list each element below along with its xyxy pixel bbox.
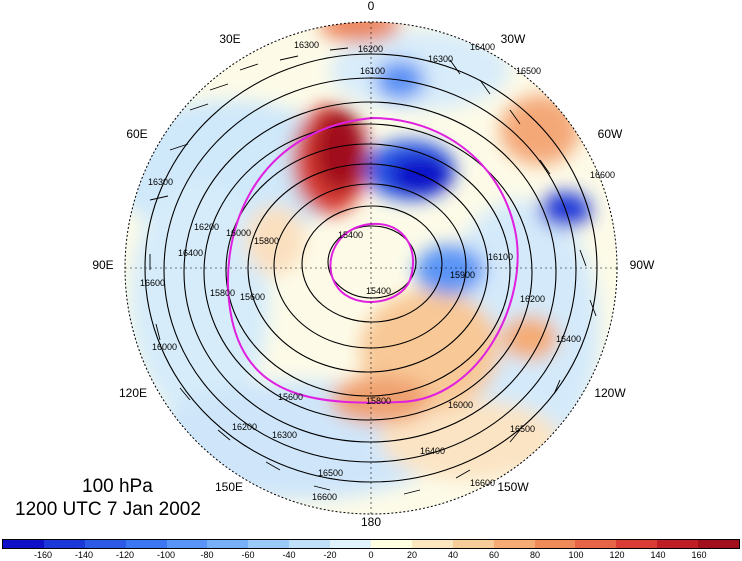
contour-label: 16500 [510, 424, 535, 434]
contour-label: 15400 [366, 286, 391, 296]
lon-label-0: 0 [368, 0, 375, 13]
contour-label: 15800 [210, 288, 235, 298]
contour-label: 16100 [360, 66, 385, 76]
colorbar-tick-label: -20 [323, 550, 337, 560]
lon-label-30e: 30E [219, 32, 240, 46]
anomaly-shading [125, 22, 617, 514]
pressure-level-title: 100 hPa [82, 476, 153, 497]
tropopause-contour [226, 116, 519, 404]
contour-label: 16600 [590, 170, 615, 180]
colorbar-swatch [207, 540, 249, 548]
colorbar-tick-label: 100 [568, 550, 584, 560]
colorbar-tick-label: -80 [200, 550, 214, 560]
colorbar-swatch [411, 540, 453, 548]
colorbar-swatch [43, 540, 85, 548]
colorbar-swatch [125, 540, 167, 548]
contour-label: 16600 [312, 492, 337, 502]
colorbar-tick-label: -160 [33, 550, 53, 560]
contour-label: 16000 [152, 342, 177, 352]
contour-label: 15600 [240, 292, 265, 302]
contour-label: 16200 [232, 422, 257, 432]
lon-label-120w: 120W [594, 386, 626, 400]
valid-time-title: 1200 UTC 7 Jan 2002 [15, 499, 201, 520]
lon-label-60w: 60W [598, 127, 623, 141]
lon-label-150e: 150E [215, 480, 243, 494]
contour-label: 16200 [194, 222, 219, 232]
colorbar-swatch [3, 540, 44, 548]
colorbar-swatch [698, 540, 740, 548]
contour-label: 16400 [556, 334, 581, 344]
colorbar-swatch [289, 540, 331, 548]
colorbar-tick-label: 120 [609, 550, 625, 560]
colorbar-swatch [371, 540, 412, 548]
colorbar-swatch [493, 540, 535, 548]
colorbar-tick-label: 140 [650, 550, 666, 560]
colorbar-labels: -160 -140 -120 -100 -80 -60 -40 -20 0 20 40 60 80 100… [0, 550, 742, 561]
colorbar-swatch [330, 540, 372, 548]
colorbar-tick-label: 40 [447, 550, 459, 560]
contour-label: 15400 [338, 230, 363, 240]
contour-labels: 16300 16200 16100 16300 16400 16500 1660… [140, 40, 615, 502]
lon-label-150w: 150W [497, 480, 529, 494]
colorbar-swatch [452, 540, 494, 548]
colorbar-tick-label: -120 [115, 550, 135, 560]
contour-label: 15800 [366, 396, 391, 406]
colorbar-swatch [616, 540, 658, 548]
colorbar-tick-label: 20 [406, 550, 418, 560]
colorbar-tick-label: -40 [282, 550, 296, 560]
contour-label: 16500 [318, 468, 343, 478]
colorbar-tick-label: 60 [488, 550, 500, 560]
contour-label: 16300 [428, 54, 453, 64]
polar-stereographic-map: 16300 16200 16100 16300 16400 16500 1660… [92, 0, 655, 529]
contour-label: 15600 [278, 392, 303, 402]
contour-label: 16600 [140, 278, 165, 288]
colorbar-swatch [166, 540, 208, 548]
lon-label-30w: 30W [501, 32, 526, 46]
contour-label: 16600 [470, 478, 495, 488]
contour-label: 16200 [520, 294, 545, 304]
lon-label-180: 180 [361, 515, 381, 529]
colorbar-tick-label: -140 [74, 550, 94, 560]
lon-label-90w: 90W [630, 258, 655, 272]
contour-label: 16400 [420, 446, 445, 456]
lon-label-120e: 120E [119, 386, 147, 400]
colorbar-swatch [575, 540, 617, 548]
contour-label: 16300 [148, 177, 173, 187]
contour-label: 15900 [450, 270, 475, 280]
colorbar-swatch [248, 540, 290, 548]
contour-label: 16000 [226, 228, 251, 238]
contour-label: 16500 [516, 66, 541, 76]
contour-label: 15800 [254, 236, 279, 246]
lon-label-90e: 90E [92, 258, 113, 272]
colorbar-tick-label: 80 [529, 550, 541, 560]
colorbar-tick-label: 160 [691, 550, 707, 560]
colorbar-swatch [657, 540, 699, 548]
contour-label: 16100 [488, 252, 513, 262]
contour-label: 16400 [470, 42, 495, 52]
colorbar-tick-label: -60 [241, 550, 255, 560]
colorbar-swatch [84, 540, 126, 548]
contour-label: 16200 [358, 44, 383, 54]
colorbar-swatch [534, 540, 576, 548]
colorbar-tick-label: 0 [368, 550, 374, 560]
colorbar [2, 539, 740, 549]
longitude-labels: 0 30E 30W 60E 60W 90E 90W 120E 120W 150E… [92, 0, 655, 529]
lon-label-60e: 60E [126, 127, 147, 141]
contour-label: 16300 [294, 40, 319, 50]
colorbar-tick-label: -100 [156, 550, 176, 560]
contour-label: 16300 [272, 430, 297, 440]
contour-label: 16400 [178, 248, 203, 258]
contour-label: 16000 [448, 400, 473, 410]
